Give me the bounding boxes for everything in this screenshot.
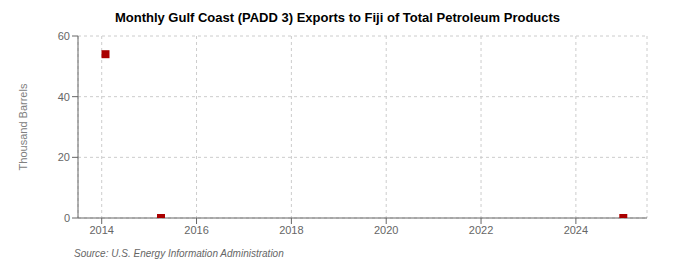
svg-text:2022: 2022: [469, 224, 493, 236]
svg-text:20: 20: [58, 151, 70, 163]
svg-text:2020: 2020: [374, 224, 398, 236]
svg-text:40: 40: [58, 91, 70, 103]
svg-text:2024: 2024: [564, 224, 588, 236]
svg-text:60: 60: [58, 30, 70, 42]
svg-text:Thousand Barrels: Thousand Barrels: [17, 83, 29, 170]
html-text:Source: U.S. Energy Informatio: Source: U.S. Energy Information Administ…: [74, 248, 284, 259]
svg-text:2018: 2018: [279, 224, 303, 236]
html-text:Monthly Gulf Coast (PADD 3) Ex: Monthly Gulf Coast (PADD 3) Exports to F…: [114, 10, 561, 25]
svg-text:2016: 2016: [184, 224, 208, 236]
svg-text:0: 0: [64, 212, 70, 224]
svg-text:2014: 2014: [89, 224, 113, 236]
